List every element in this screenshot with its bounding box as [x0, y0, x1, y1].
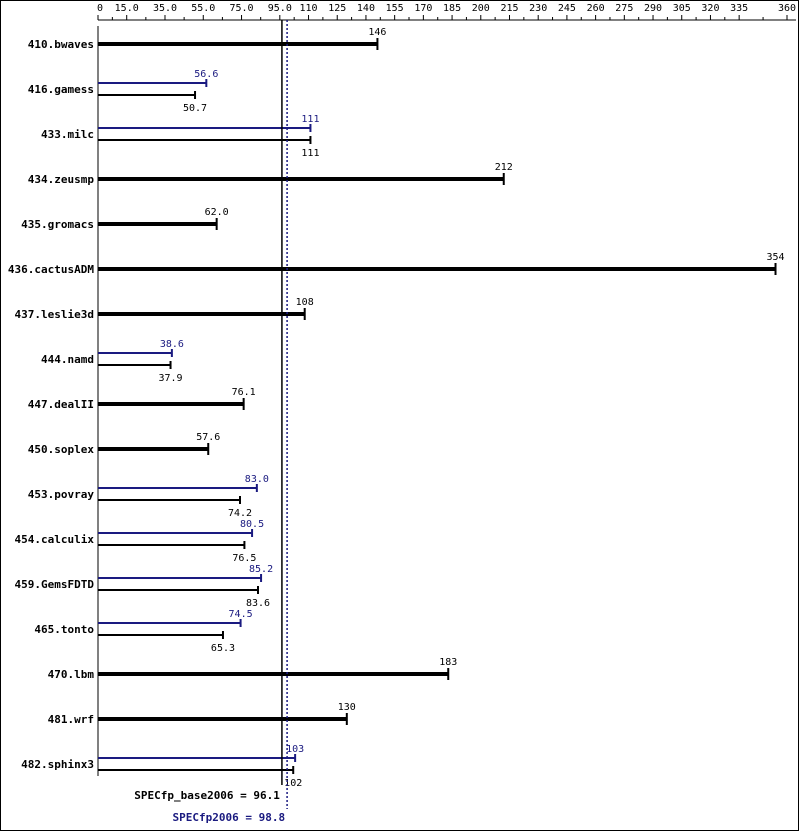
- x-tick-label: 320: [701, 3, 719, 14]
- x-tick-label: 140: [357, 3, 375, 14]
- benchmark-label: 447.dealII: [28, 398, 94, 411]
- x-tick-label: 75.0: [229, 3, 253, 14]
- x-tick-label: 35.0: [153, 3, 177, 14]
- benchmark-label: 482.sphinx3: [21, 758, 94, 771]
- benchmark-label: 437.leslie3d: [15, 308, 94, 321]
- peak-value-label: 111: [301, 114, 319, 125]
- x-tick-label: 260: [587, 3, 605, 14]
- peak-value-label: 103: [286, 744, 304, 755]
- benchmark-label: 435.gromacs: [21, 218, 94, 231]
- x-tick-label: 290: [644, 3, 662, 14]
- x-tick-label: 335: [730, 3, 748, 14]
- base-value-label: 76.1: [232, 387, 256, 398]
- base-value-label: 212: [495, 162, 513, 173]
- base-value-label: 183: [439, 657, 457, 668]
- benchmark-label: 465.tonto: [34, 623, 94, 636]
- x-tick-label: 95.0: [268, 3, 292, 14]
- base-value-label: 62.0: [205, 207, 229, 218]
- base-value-label: 37.9: [158, 373, 182, 384]
- x-tick-label: 15.0: [115, 3, 139, 14]
- peak-value-label: 80.5: [240, 519, 264, 530]
- x-tick-label: 170: [414, 3, 432, 14]
- x-tick-label: 55.0: [191, 3, 215, 14]
- x-tick-label: 200: [472, 3, 490, 14]
- base-summary-label: SPECfp_base2006 = 96.1: [134, 789, 280, 802]
- base-value-label: 111: [301, 148, 319, 159]
- benchmark-label: 416.gamess: [28, 83, 94, 96]
- bars: 146 56.6 50.7 111 111 212 62.0 354 108 38.6 37.9 76…: [97, 26, 785, 789]
- benchmark-label: 433.milc: [41, 128, 94, 141]
- x-tick-label: 230: [529, 3, 547, 14]
- x-tick-label: 305: [673, 3, 691, 14]
- base-value-label: 108: [296, 297, 314, 308]
- benchmark-label: 434.zeusmp: [28, 173, 95, 186]
- peak-summary-label: SPECfp2006 = 98.8: [172, 811, 285, 824]
- x-tick-label: 215: [500, 3, 518, 14]
- base-value-label: 65.3: [211, 643, 235, 654]
- benchmark-label: 410.bwaves: [28, 38, 94, 51]
- base-value-label: 83.6: [246, 598, 270, 609]
- x-tick-label: 0: [97, 3, 103, 14]
- reference-lines: SPECfp_base2006 = 96.1 SPECfp2006 = 98.8: [134, 20, 288, 824]
- base-value-label: 102: [284, 778, 302, 789]
- base-value-label: 146: [368, 27, 386, 38]
- x-tick-label: 360: [778, 3, 796, 14]
- benchmark-label: 444.namd: [41, 353, 94, 366]
- x-tick-label: 245: [558, 3, 576, 14]
- base-value-label: 74.2: [228, 508, 252, 519]
- x-tick-label: 125: [328, 3, 346, 14]
- x-axis: 0 15.0 35.0 55.0 75.0 95.0 110 125 140 155 170 185 2…: [97, 3, 796, 21]
- x-tick-label: 185: [443, 3, 461, 14]
- base-value-label: 130: [338, 702, 356, 713]
- benchmark-labels: 410.bwaves 416.gamess 433.milc 434.zeusmp 43…: [8, 38, 94, 771]
- base-value-label: 57.6: [196, 432, 220, 443]
- benchmark-label: 470.lbm: [48, 668, 95, 681]
- base-value-label: 50.7: [183, 103, 207, 114]
- benchmark-label: 453.povray: [28, 488, 95, 501]
- peak-value-label: 56.6: [194, 69, 218, 80]
- peak-value-label: 85.2: [249, 564, 273, 575]
- x-tick-label: 155: [386, 3, 404, 14]
- peak-value-label: 74.5: [229, 609, 253, 620]
- benchmark-label: 450.soplex: [28, 443, 95, 456]
- x-tick-label: 275: [615, 3, 633, 14]
- base-value-label: 354: [766, 252, 784, 263]
- base-value-label: 76.5: [232, 553, 256, 564]
- benchmark-label: 454.calculix: [15, 533, 95, 546]
- benchmark-label: 436.cactusADM: [8, 263, 94, 276]
- x-tick-label: 110: [299, 3, 317, 14]
- benchmark-label: 459.GemsFDTD: [15, 578, 95, 591]
- benchmark-label: 481.wrf: [48, 713, 94, 726]
- peak-value-label: 83.0: [245, 474, 269, 485]
- peak-value-label: 38.6: [160, 339, 184, 350]
